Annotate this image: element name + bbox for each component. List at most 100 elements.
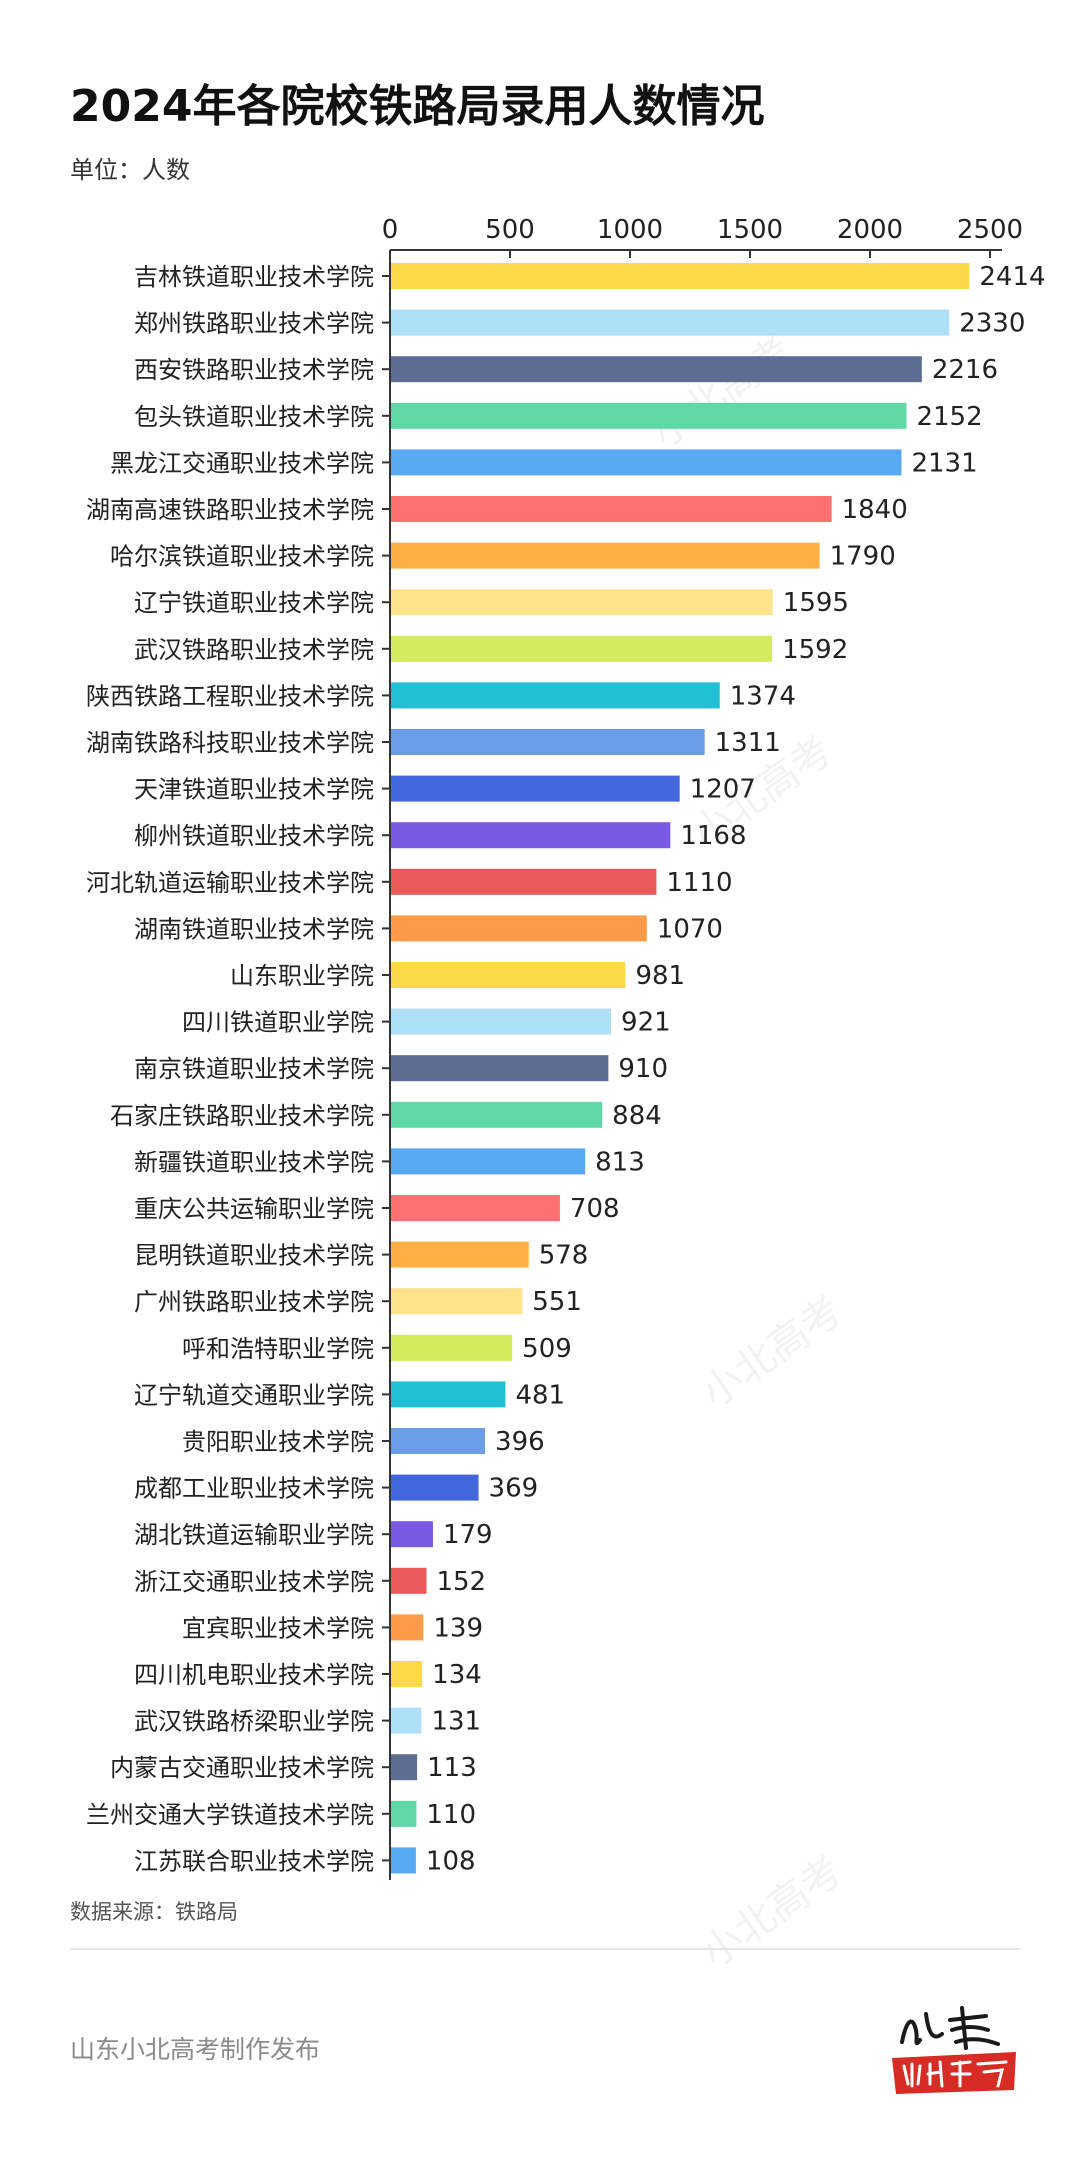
category-label: 吉林铁道职业技术学院 <box>134 263 374 291</box>
data-label: 981 <box>635 961 685 991</box>
data-label: 179 <box>443 1520 493 1550</box>
category-label: 辽宁轨道交通职业学院 <box>134 1381 374 1409</box>
data-label: 2414 <box>979 262 1045 292</box>
bar <box>391 1288 523 1315</box>
x-tick-label: 1500 <box>717 215 783 245</box>
bar <box>391 1567 427 1594</box>
data-label: 708 <box>570 1194 620 1224</box>
category-label: 呼和浩特职业学院 <box>182 1335 374 1363</box>
bar <box>391 1381 506 1408</box>
category-label: 四川铁道职业学院 <box>182 1009 374 1037</box>
data-label: 1374 <box>730 681 796 711</box>
category-label: 新疆铁道职业技术学院 <box>134 1148 374 1176</box>
bar <box>391 1428 486 1454</box>
data-label: 1168 <box>680 821 746 851</box>
footer-divider <box>70 1948 1020 1950</box>
bar <box>391 775 680 802</box>
bar <box>391 915 647 942</box>
category-label: 西安铁路职业技术学院 <box>134 356 374 384</box>
category-label: 浙江交通职业技术学院 <box>134 1568 374 1596</box>
data-label: 1595 <box>783 588 849 618</box>
category-label: 湖南铁路科技职业技术学院 <box>86 729 374 757</box>
x-tick-label: 500 <box>485 215 535 245</box>
source-label: 数据来源：铁路局 <box>70 1900 238 1924</box>
category-label: 湖南铁道职业技术学院 <box>134 915 374 943</box>
bar-chart: 0 500 1000 1500 2000 2500 吉林铁道职业技术学院 2414 郑州铁路职业… <box>86 215 1046 1880</box>
data-label: 1110 <box>666 868 732 898</box>
data-label: 131 <box>431 1707 481 1737</box>
category-label: 山东职业学院 <box>230 962 374 990</box>
x-tick-label: 2500 <box>957 215 1023 245</box>
category-label: 内蒙古交通职业技术学院 <box>110 1754 374 1782</box>
category-label: 湖北铁道运输职业学院 <box>134 1521 374 1549</box>
data-label: 1207 <box>690 775 756 805</box>
data-label: 1840 <box>842 495 908 525</box>
category-label: 哈尔滨铁道职业技术学院 <box>110 543 374 571</box>
category-label: 石家庄铁路职业技术学院 <box>110 1102 374 1130</box>
bar <box>391 449 902 476</box>
bar <box>391 822 671 849</box>
data-label: 1311 <box>715 728 781 758</box>
category-label: 成都工业职业技术学院 <box>134 1475 374 1503</box>
category-label: 柳州铁道职业技术学院 <box>134 822 374 850</box>
data-label: 396 <box>495 1427 545 1457</box>
bar <box>391 682 720 709</box>
bar <box>391 1101 603 1128</box>
data-label: 1790 <box>830 542 896 572</box>
data-label: 139 <box>433 1613 483 1643</box>
category-label: 湖南高速铁路职业技术学院 <box>86 496 374 524</box>
bar <box>391 1800 417 1827</box>
category-label: 贵阳职业技术学院 <box>182 1428 374 1456</box>
data-label: 2216 <box>932 355 998 385</box>
data-label: 551 <box>532 1287 582 1317</box>
bar <box>391 589 773 616</box>
x-tick-label: 2000 <box>837 215 903 245</box>
bar <box>391 1195 560 1221</box>
category-label: 辽宁铁道职业技术学院 <box>134 589 374 617</box>
bar <box>391 356 922 383</box>
data-label: 2131 <box>911 448 977 478</box>
category-label: 宜宾职业技术学院 <box>182 1614 374 1642</box>
bar <box>391 402 907 429</box>
data-label: 134 <box>432 1660 482 1690</box>
category-label: 武汉铁路职业技术学院 <box>134 636 374 664</box>
bar <box>391 1008 612 1035</box>
category-label: 重庆公共运输职业学院 <box>134 1195 374 1223</box>
category-label: 郑州铁路职业技术学院 <box>134 310 374 338</box>
bar <box>391 1847 416 1874</box>
bar <box>391 309 950 336</box>
data-label: 152 <box>436 1567 486 1597</box>
bar <box>391 1055 609 1082</box>
data-label: 369 <box>489 1474 539 1504</box>
data-label: 884 <box>612 1101 662 1131</box>
bar <box>391 635 773 662</box>
bar <box>391 542 820 569</box>
data-label: 921 <box>621 1008 671 1038</box>
data-label: 1070 <box>657 914 723 944</box>
bar <box>391 1707 422 1734</box>
data-label: 110 <box>426 1800 476 1830</box>
category-label: 黑龙江交通职业技术学院 <box>110 449 374 477</box>
category-label: 四川机电职业技术学院 <box>134 1661 374 1689</box>
bar <box>391 1474 479 1501</box>
data-label: 509 <box>522 1334 572 1364</box>
bar <box>391 962 626 988</box>
x-tick-label: 1000 <box>597 215 663 245</box>
bar <box>391 263 970 289</box>
bar <box>391 1754 418 1781</box>
data-label: 2330 <box>959 309 1025 339</box>
data-label: 910 <box>618 1054 668 1084</box>
category-label: 江苏联合职业技术学院 <box>134 1847 374 1875</box>
data-label: 2152 <box>916 402 982 432</box>
x-tick-label: 0 <box>382 215 399 245</box>
data-label: 813 <box>595 1147 645 1177</box>
bar <box>391 1661 423 1687</box>
category-label: 兰州交通大学铁道技术学院 <box>86 1801 374 1829</box>
chart-title: 2024年各院校铁路局录用人数情况 <box>70 81 765 132</box>
category-label: 陕西铁路工程职业技术学院 <box>86 682 374 710</box>
data-label: 108 <box>426 1846 476 1876</box>
category-label: 广州铁路职业技术学院 <box>134 1288 374 1316</box>
bar <box>391 729 705 755</box>
bar <box>391 868 657 895</box>
bar <box>391 1148 586 1175</box>
